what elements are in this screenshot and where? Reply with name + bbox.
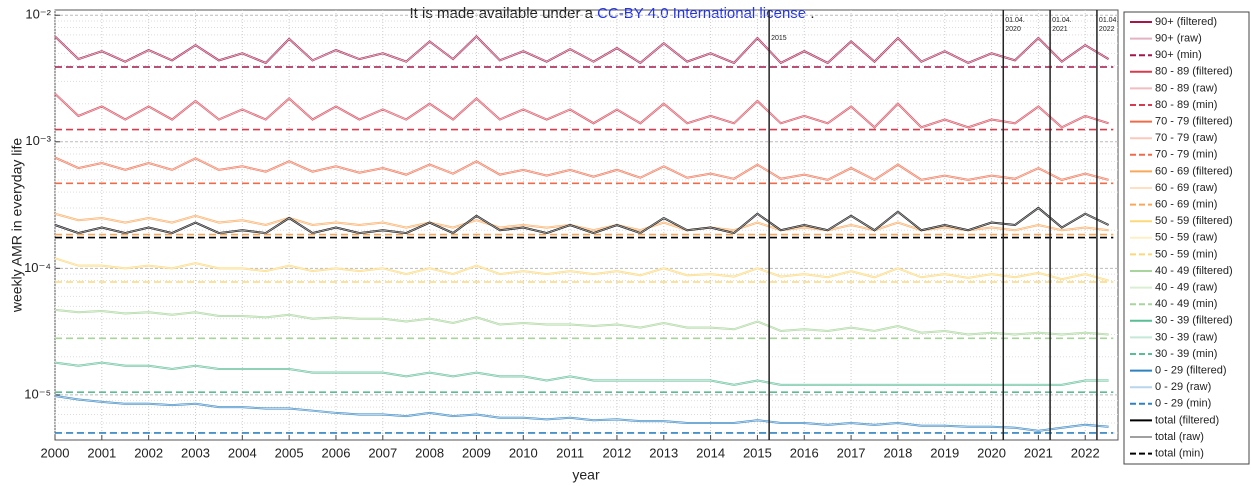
- header-text: It is made available under a: [410, 5, 594, 22]
- x-tick-label: 2002: [134, 445, 163, 460]
- legend-label: 40 - 49 (raw): [1155, 282, 1217, 294]
- license-header: It is made available under a CC-BY 4.0 I…: [410, 5, 815, 22]
- x-tick-label: 2006: [322, 445, 351, 460]
- marker-label: 01.04.: [1099, 17, 1119, 24]
- marker-label: 01.04.: [1052, 17, 1072, 24]
- legend-label: total (raw): [1155, 431, 1204, 443]
- x-tick-label: 2020: [977, 445, 1006, 460]
- legend-label: 30 - 39 (raw): [1155, 331, 1217, 343]
- legend-label: 60 - 69 (min): [1155, 199, 1217, 211]
- marker-label: 2015: [771, 35, 787, 42]
- marker-label: 2021: [1052, 26, 1068, 33]
- legend-label: 90+ (min): [1155, 49, 1202, 61]
- legend-label: 50 - 59 (min): [1155, 248, 1217, 260]
- legend-label: 40 - 49 (filtered): [1155, 265, 1233, 277]
- legend-label: total (min): [1155, 448, 1204, 460]
- x-tick-label: 2011: [556, 445, 584, 460]
- legend-label: 70 - 79 (min): [1155, 149, 1217, 161]
- series-line: [54, 93, 1109, 129]
- legend-label: 60 - 69 (filtered): [1155, 165, 1233, 177]
- legend-label: 0 - 29 (filtered): [1155, 365, 1227, 377]
- series-line: [54, 362, 1109, 386]
- x-tick-label: 2008: [415, 445, 444, 460]
- x-tick-label: 2010: [509, 445, 538, 460]
- marker-label: 2022: [1099, 26, 1115, 33]
- x-tick-label: 2014: [696, 445, 725, 460]
- x-tick-label: 2007: [368, 445, 397, 460]
- plot-area: [54, 9, 1119, 441]
- x-tick-label: 2000: [41, 445, 70, 460]
- x-tick-label: 2021: [1024, 445, 1053, 460]
- series-line: [54, 157, 1109, 181]
- series-line: [54, 395, 1109, 432]
- x-tick-label: 2019: [930, 445, 959, 460]
- legend-label: 70 - 79 (filtered): [1155, 116, 1233, 128]
- legend-label: 0 - 29 (min): [1155, 398, 1211, 410]
- x-tick-label: 2009: [462, 445, 491, 460]
- x-tick-label: 2013: [649, 445, 678, 460]
- legend-label: 80 - 89 (filtered): [1155, 66, 1233, 78]
- legend-label: 50 - 59 (filtered): [1155, 215, 1233, 227]
- legend-label: 30 - 39 (filtered): [1155, 315, 1233, 327]
- legend-label: 40 - 49 (min): [1155, 298, 1217, 310]
- series-line: [54, 257, 1109, 282]
- x-tick-label: 2022: [1071, 445, 1100, 460]
- x-tick-label: 2001: [87, 445, 116, 460]
- y-tick-label: 10⁻⁵: [24, 386, 51, 401]
- x-tick-label: 2016: [790, 445, 819, 460]
- license-link[interactable]: CC-BY 4.0 International license: [597, 5, 806, 22]
- y-axis-label: weekly AMR in everyday life: [9, 138, 25, 314]
- legend-label: 50 - 59 (raw): [1155, 232, 1217, 244]
- legend-label: 80 - 89 (raw): [1155, 82, 1217, 94]
- series-line: [54, 207, 1109, 234]
- x-tick-label: 2015: [743, 445, 772, 460]
- marker-label: 2020: [1005, 26, 1021, 33]
- x-tick-label: 2012: [602, 445, 631, 460]
- legend-label: 0 - 29 (raw): [1155, 381, 1211, 393]
- x-tick-label: 2004: [228, 445, 257, 460]
- x-tick-label: 2017: [837, 445, 866, 460]
- marker-label: 01.04.: [1005, 17, 1025, 24]
- y-tick-label: 10⁻³: [25, 133, 51, 148]
- legend-label: 30 - 39 (min): [1155, 348, 1217, 360]
- legend-label: 80 - 89 (min): [1155, 99, 1217, 111]
- series-line: [54, 213, 1109, 231]
- legend-label: 90+ (filtered): [1155, 16, 1217, 28]
- x-tick-label: 2003: [181, 445, 210, 460]
- x-tick-label: 2018: [883, 445, 912, 460]
- y-tick-label: 10⁻⁴: [24, 260, 51, 275]
- legend-label: 90+ (raw): [1155, 33, 1202, 45]
- y-tick-label: 10⁻²: [25, 7, 51, 22]
- legend-label: 60 - 69 (raw): [1155, 182, 1217, 194]
- x-axis-label: year: [572, 467, 600, 483]
- x-tick-label: 2005: [275, 445, 304, 460]
- header-end: .: [810, 5, 814, 22]
- legend-label: total (filtered): [1155, 414, 1219, 426]
- series-line: [54, 309, 1109, 336]
- legend-label: 70 - 79 (raw): [1155, 132, 1217, 144]
- series-line: [54, 35, 1109, 64]
